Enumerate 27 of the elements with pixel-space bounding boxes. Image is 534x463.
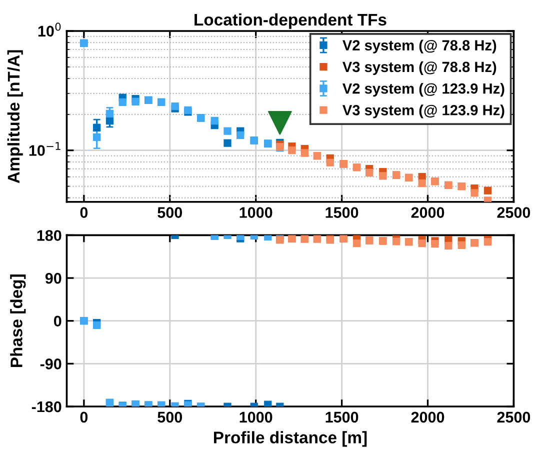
y-tick-label: 0: [54, 316, 62, 327]
chart-title: Location-dependent TFs: [194, 13, 386, 29]
x-tick-label: 2500: [497, 207, 530, 218]
y-axis-title: Amplitude [nT/A]: [7, 50, 23, 184]
x-tick-label: 2500: [497, 412, 530, 423]
x-tick-label: 1500: [326, 412, 358, 423]
x-tick-label: 0: [80, 412, 88, 423]
legend-label: V3 system (@ 78.8 Hz): [342, 61, 496, 75]
x-tick-label: 0: [80, 207, 88, 218]
y-tick-label: 90: [45, 272, 62, 284]
y-tick-label: -90: [40, 358, 62, 370]
y-tick-label: 180: [37, 230, 62, 241]
legend-label: V2 system (@ 78.8 Hz): [342, 40, 496, 54]
y-tick-label: 10$^{−1}$: [29, 142, 60, 156]
x-tick-label: 500: [158, 207, 182, 218]
x-axis-title: Profile distance [m]: [214, 431, 367, 447]
y-tick-label: -180: [32, 401, 62, 412]
x-tick-label: 500: [158, 412, 182, 423]
legend-label: V2 system (@ 123.9 Hz): [342, 83, 504, 97]
x-tick-label: 1000: [240, 412, 272, 423]
x-tick-label: 1000: [240, 207, 272, 218]
x-tick-label: 2000: [411, 207, 444, 218]
y-axis-title: Phase [deg]: [10, 274, 26, 367]
x-tick-label: 1500: [326, 207, 358, 218]
y-tick-label: 10$^{0}$: [38, 22, 61, 37]
x-tick-label: 2000: [411, 412, 444, 423]
legend-label: V3 system (@ 123.9 Hz): [342, 104, 504, 118]
